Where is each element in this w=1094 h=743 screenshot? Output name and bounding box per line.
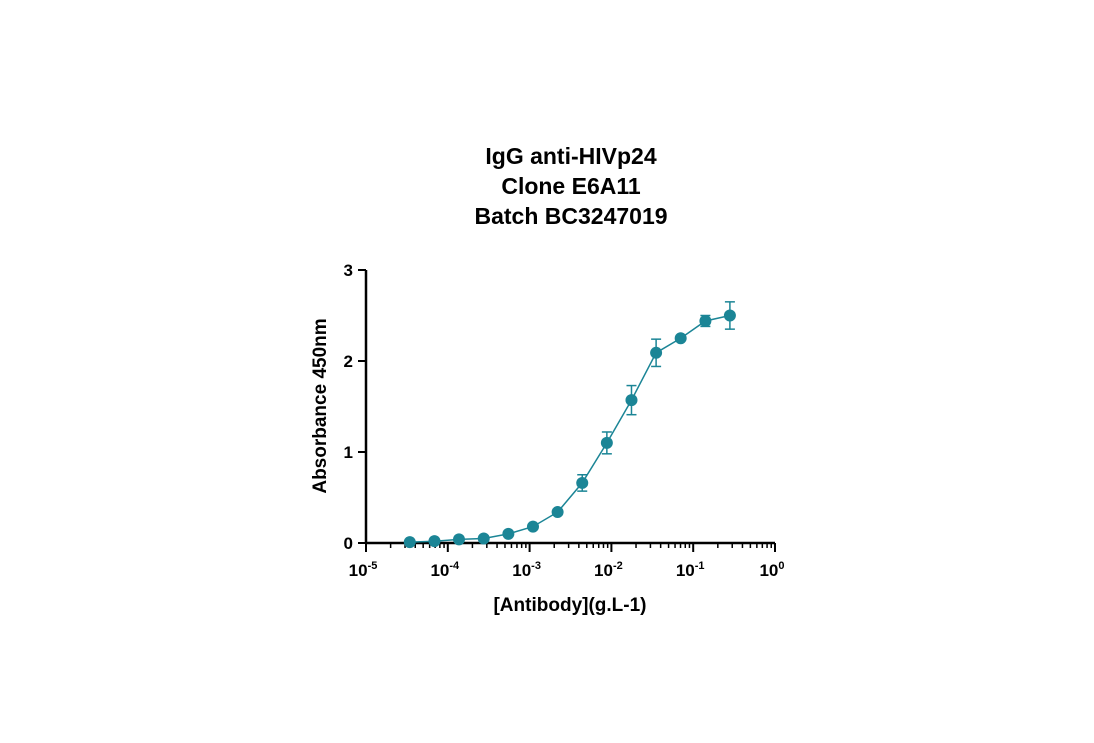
data-point xyxy=(428,535,441,548)
data-point xyxy=(502,527,515,540)
plot-area xyxy=(403,301,736,549)
data-point xyxy=(699,314,712,327)
data-point xyxy=(576,476,589,489)
chart-title-line-2: Clone E6A11 xyxy=(501,173,641,199)
x-axis-label: [Antibody](g.L-1) xyxy=(493,595,646,616)
data-point xyxy=(526,520,539,533)
chart-title-line-3: Batch BC3247019 xyxy=(474,203,667,229)
axes: 0 1 2 3 10-5 10-4 10-3 10-2 10-1 100 xyxy=(344,261,785,580)
y-tick-label: 0 xyxy=(344,534,353,553)
y-tick-label: 3 xyxy=(344,261,353,280)
chart-title: IgG anti-HIVp24 Clone E6A11 Batch BC3247… xyxy=(474,143,667,229)
chart-title-line-1: IgG anti-HIVp24 xyxy=(485,143,656,169)
x-tick-label: 100 xyxy=(759,560,784,580)
x-tick-label: 10-5 xyxy=(349,560,378,580)
data-point xyxy=(477,532,490,545)
x-tick-label: 10-1 xyxy=(676,560,705,580)
series-line xyxy=(409,314,731,543)
data-point xyxy=(723,309,736,322)
data-point xyxy=(674,332,687,345)
data-point xyxy=(403,536,416,549)
y-tick-label: 2 xyxy=(344,352,353,371)
y-tick-label: 1 xyxy=(344,443,353,462)
x-tick-label: 10-3 xyxy=(512,560,541,580)
data-point xyxy=(650,346,663,359)
data-point xyxy=(625,394,638,407)
x-tick-label: 10-4 xyxy=(430,560,460,580)
data-point xyxy=(600,436,613,449)
x-tick-label: 10-2 xyxy=(594,560,623,580)
data-point xyxy=(452,533,465,546)
y-axis-label: Absorbance 450nm xyxy=(310,318,331,493)
data-point xyxy=(551,506,564,519)
